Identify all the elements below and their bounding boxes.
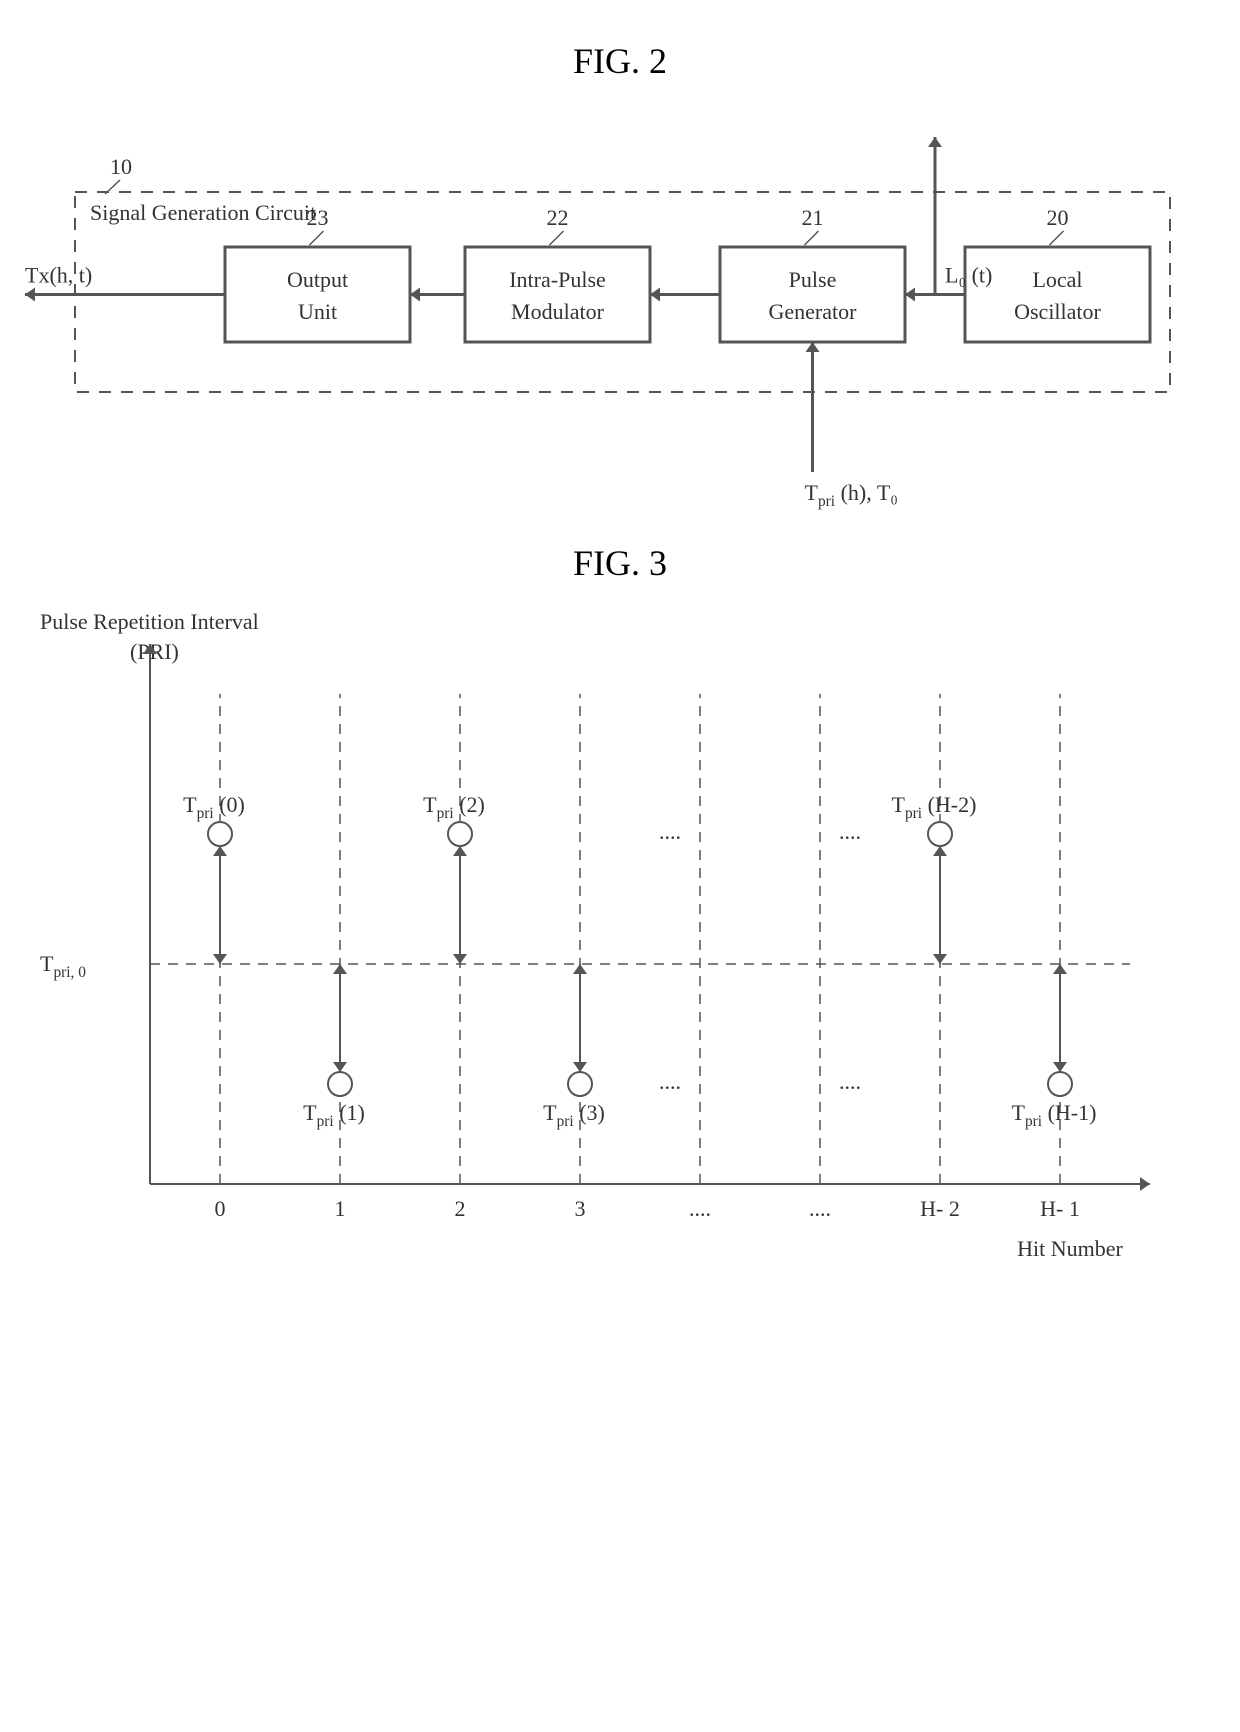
fig2-diagram: 10 Signal Generation Circuit Output Unit 23 I…	[0, 82, 1240, 512]
svg-text:Tpri (3): Tpri (3)	[543, 1100, 605, 1130]
svg-text:10: 10	[110, 154, 132, 179]
svg-text:....: ....	[839, 1069, 861, 1094]
svg-text:Tpri (1): Tpri (1)	[303, 1100, 365, 1130]
svg-text:Local: Local	[1032, 267, 1082, 292]
svg-text:Tpri (h), T₀: Tpri (h), T₀	[805, 480, 898, 510]
svg-text:0: 0	[215, 1196, 226, 1221]
fig3-title: FIG. 3	[0, 542, 1240, 584]
svg-text:Tpri (H-1): Tpri (H-1)	[1012, 1100, 1097, 1130]
svg-text:Pulse Repetition Interval: Pulse Repetition Interval	[40, 609, 259, 634]
svg-text:Tx(h, t): Tx(h, t)	[25, 263, 92, 288]
svg-text:Hit Number: Hit Number	[1017, 1236, 1123, 1261]
svg-text:Tpri (H-2): Tpri (H-2)	[892, 792, 977, 822]
svg-text:Output: Output	[287, 267, 348, 292]
svg-text:H- 2: H- 2	[920, 1196, 960, 1221]
svg-text:20: 20	[1047, 205, 1069, 230]
svg-text:21: 21	[802, 205, 824, 230]
svg-text:....: ....	[689, 1196, 711, 1221]
svg-text:L₀ (t): L₀ (t)	[945, 263, 992, 288]
svg-text:Generator: Generator	[769, 299, 858, 324]
svg-text:3: 3	[575, 1196, 586, 1221]
svg-text:2: 2	[455, 1196, 466, 1221]
svg-text:Intra-Pulse: Intra-Pulse	[509, 267, 606, 292]
svg-text:Signal Generation Circuit: Signal Generation Circuit	[90, 200, 316, 225]
svg-text:....: ....	[659, 1069, 681, 1094]
svg-text:Modulator: Modulator	[511, 299, 605, 324]
svg-text:Unit: Unit	[298, 299, 337, 324]
fig3-chart: Pulse Repetition Interval(PRI)Tpri, 0...…	[0, 584, 1240, 1364]
svg-text:H- 1: H- 1	[1040, 1196, 1080, 1221]
svg-text:....: ....	[659, 819, 681, 844]
svg-text:....: ....	[809, 1196, 831, 1221]
svg-text:23: 23	[307, 205, 329, 230]
svg-text:....: ....	[839, 819, 861, 844]
fig2-title: FIG. 2	[0, 40, 1240, 82]
svg-text:Tpri (0): Tpri (0)	[183, 792, 245, 822]
svg-text:Oscillator: Oscillator	[1014, 299, 1101, 324]
svg-text:Tpri (2): Tpri (2)	[423, 792, 485, 822]
svg-text:22: 22	[547, 205, 569, 230]
svg-text:Pulse: Pulse	[789, 267, 837, 292]
svg-text:Tpri, 0: Tpri, 0	[40, 951, 86, 981]
svg-text:1: 1	[335, 1196, 346, 1221]
